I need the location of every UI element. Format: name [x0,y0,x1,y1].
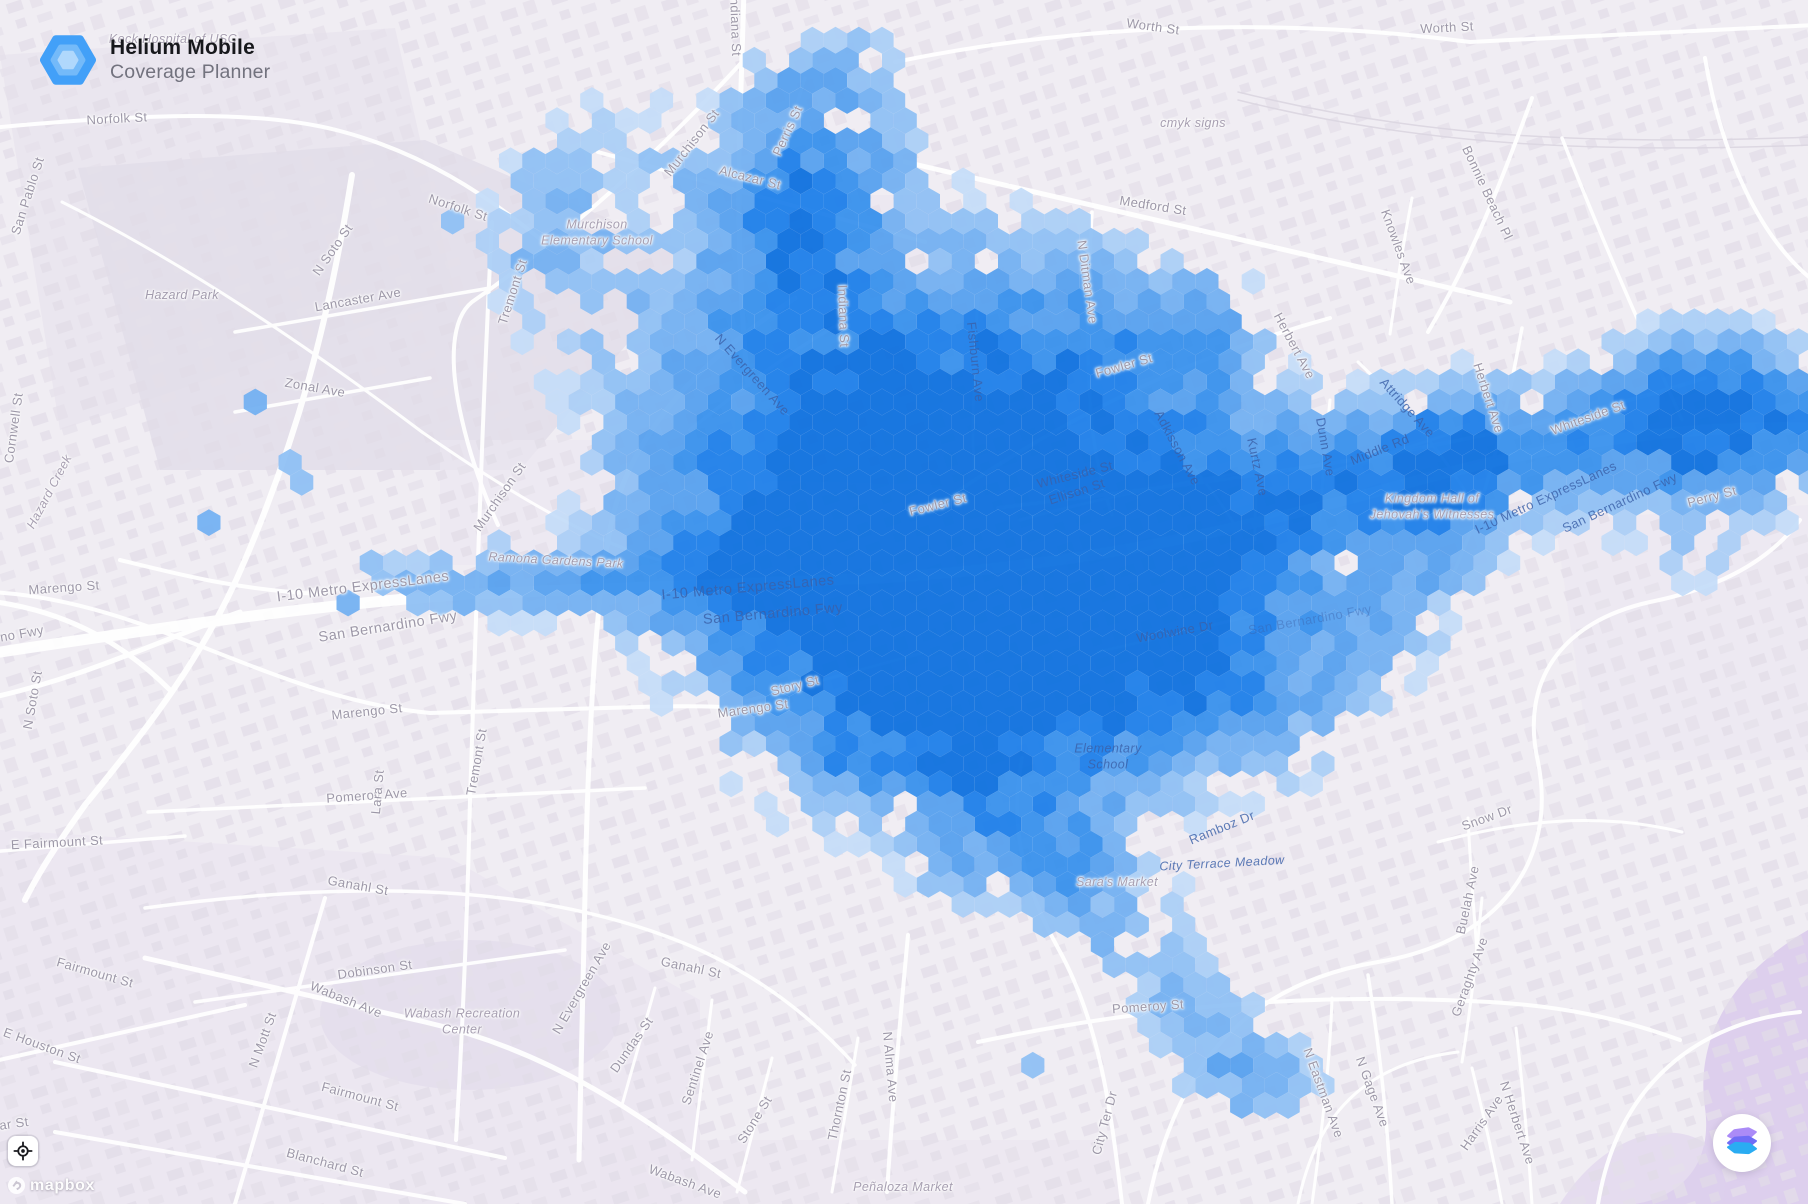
geolocate-crosshair-icon [13,1141,33,1161]
brand-header: Helium Mobile Coverage Planner [40,32,270,88]
brand-subtitle: Coverage Planner [110,61,271,83]
mapbox-attribution[interactable]: mapbox [7,1176,95,1195]
mapbox-logo-icon [7,1176,26,1195]
hex-stack-icon [1727,1127,1757,1155]
geolocate-button[interactable] [8,1136,38,1166]
brand-title: Helium Mobile [110,36,255,59]
hex-layers-button[interactable] [1713,1114,1771,1172]
helium-hexagon-logo-icon [40,35,96,85]
mapbox-wordmark: mapbox [30,1176,95,1194]
